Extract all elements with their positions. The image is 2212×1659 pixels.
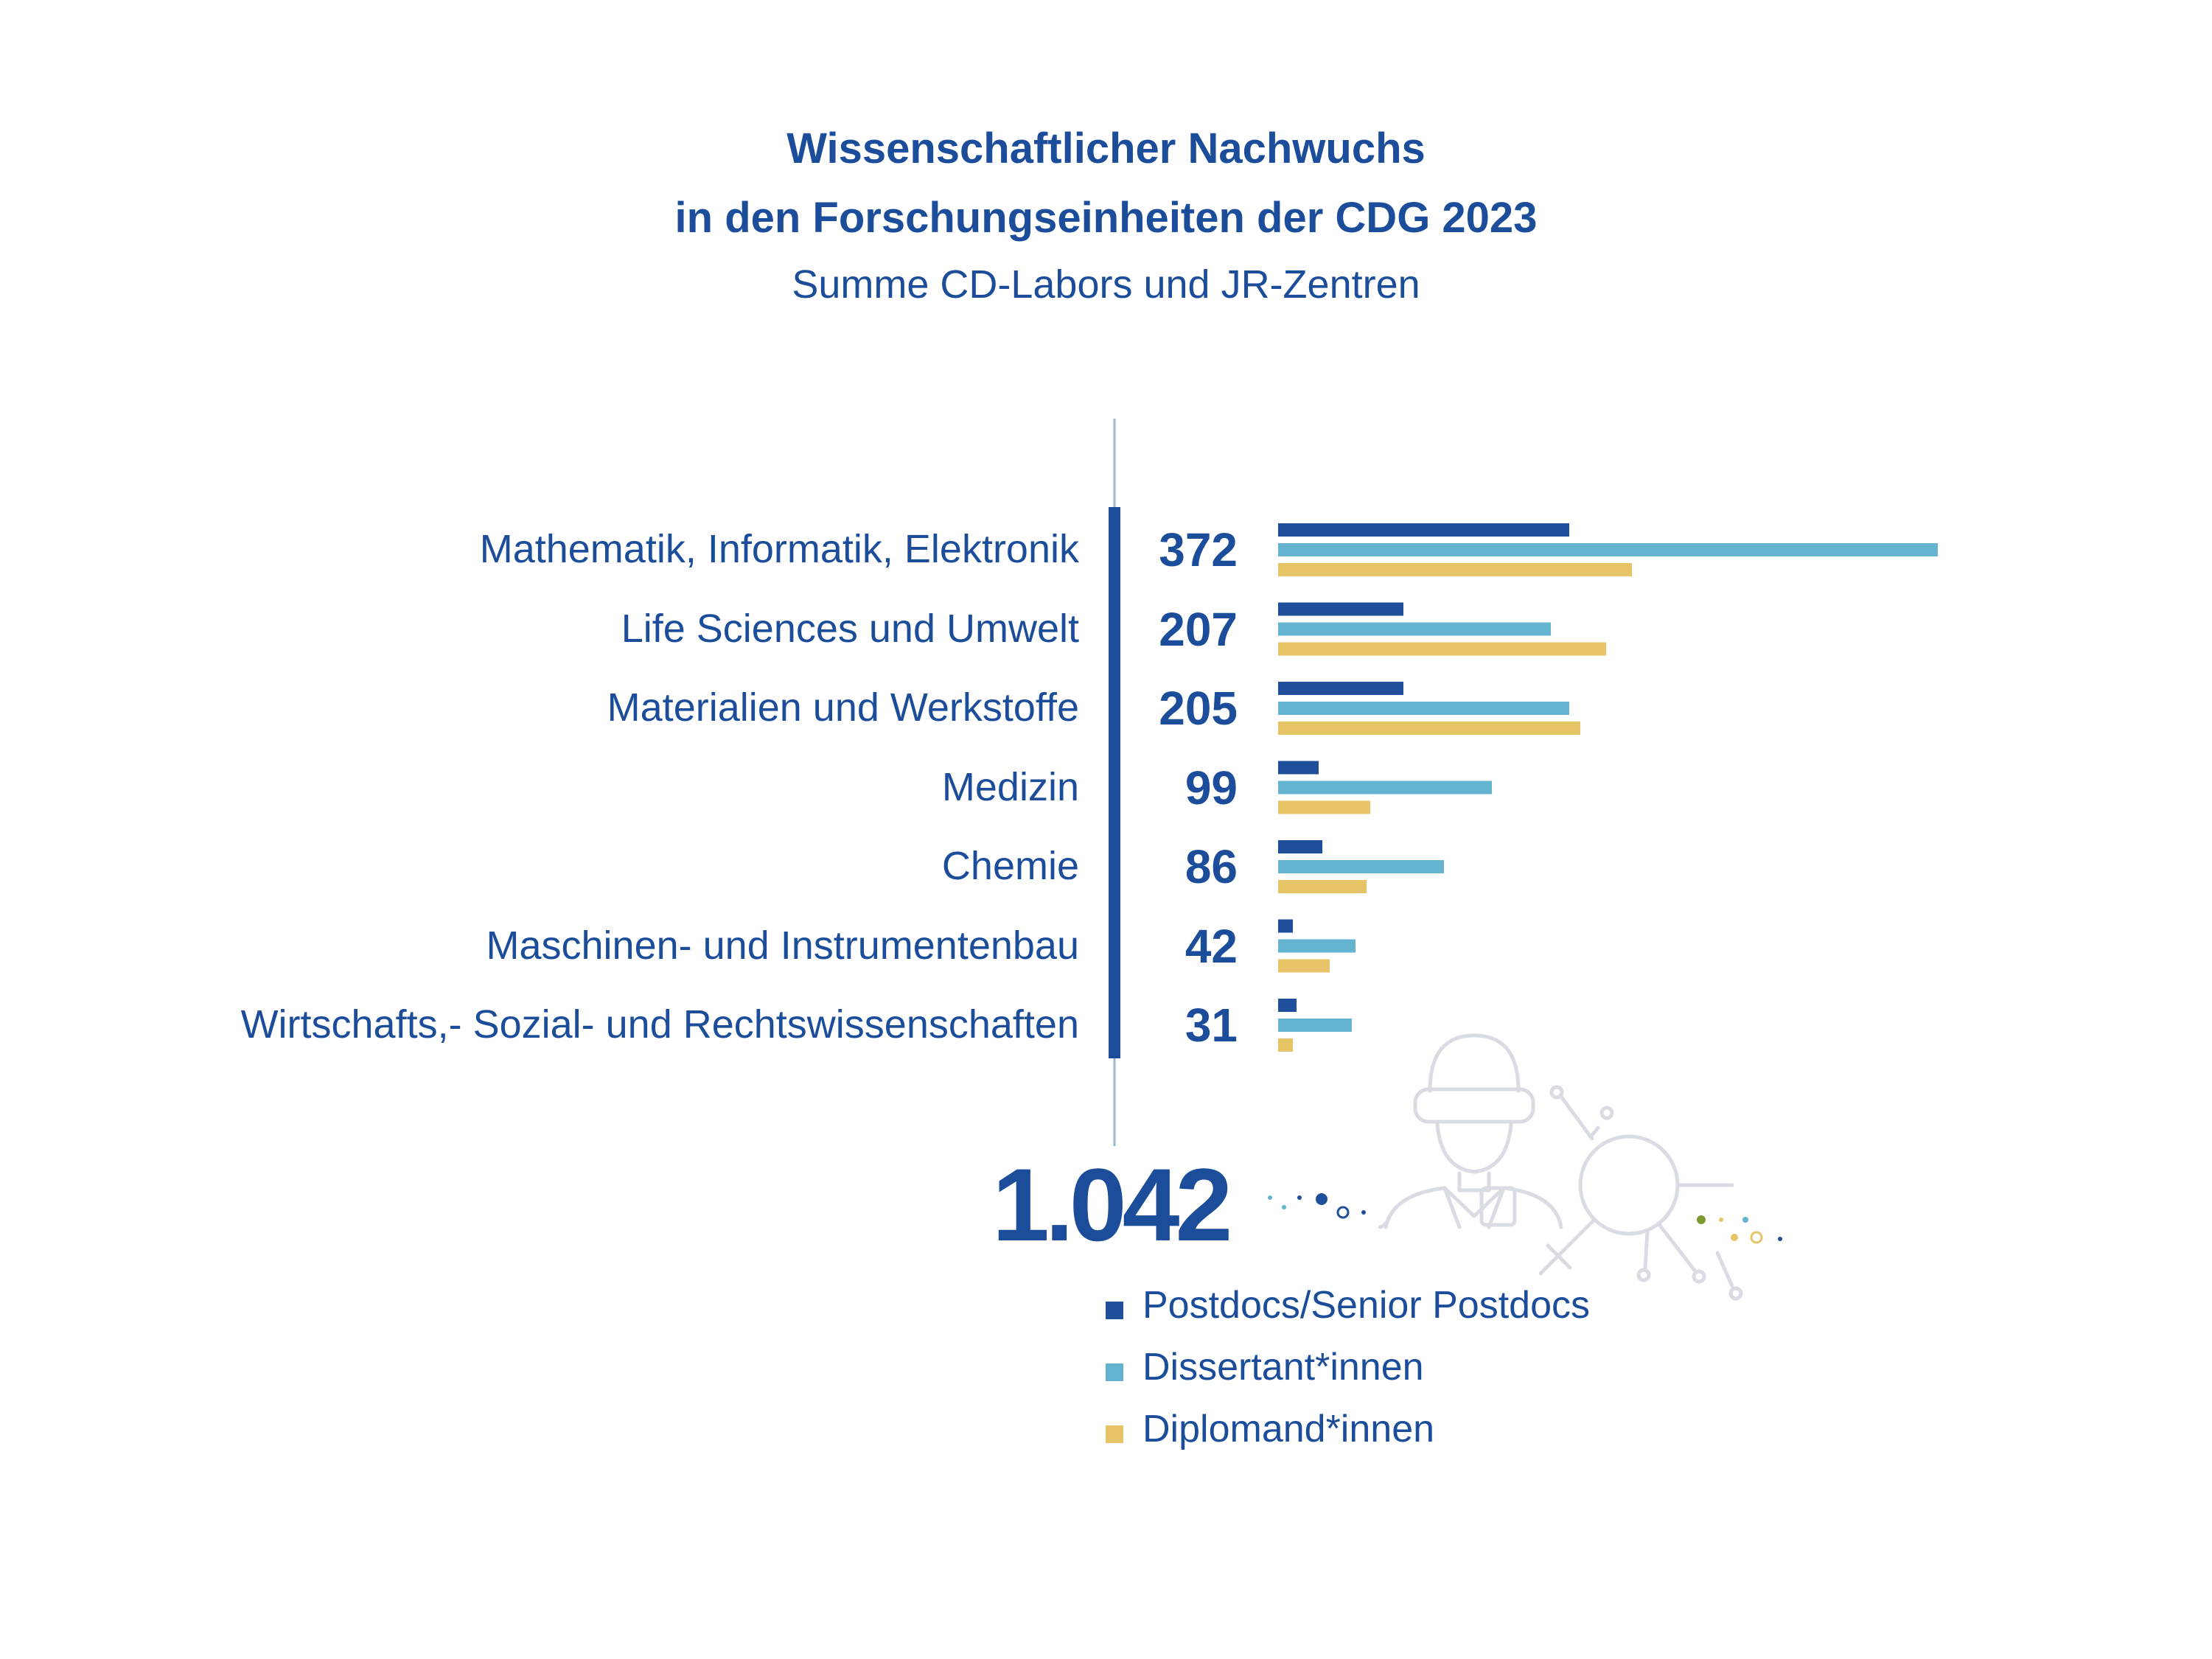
grand-total-value: 1.042 xyxy=(992,1147,1232,1262)
bar-postdocs-senior-postdocs-life-sciences-und-umwelt xyxy=(1278,602,1403,616)
legend-swatch-dissertant xyxy=(1106,1363,1123,1381)
category-label-maschinen-und-instrumentenbau: Maschinen- und Instrumentenbau xyxy=(486,923,1080,968)
bar-diplomand-innen-life-sciences-und-umwelt xyxy=(1278,642,1606,656)
category-total-wirtschafts-sozial-und-rechtswissenschaften: 31 xyxy=(1184,999,1238,1052)
bar-dissertant-innen-medizin xyxy=(1278,780,1492,794)
bar-dissertant-innen-life-sciences-und-umwelt xyxy=(1278,622,1551,636)
decorative-dots-icon xyxy=(1268,1193,1782,1244)
bar-postdocs-senior-postdocs-materialien-und-werkstoffe xyxy=(1278,682,1403,695)
bar-dissertant-innen-wirtschafts-sozial-und-rechtswissenschaften xyxy=(1278,1019,1352,1032)
category-label-wirtschafts-sozial-und-rechtswissenschaften: Wirtschafts,- Sozial- und Rechtswissensc… xyxy=(240,1002,1079,1047)
category-divider xyxy=(1109,507,1120,1058)
category-label-medizin: Medizin xyxy=(941,764,1079,809)
legend-swatch-postdocs xyxy=(1106,1302,1123,1319)
bar-diplomand-innen-materialien-und-werkstoffe xyxy=(1278,722,1580,735)
bar-postdocs-senior-postdocs-maschinen-und-instrumentenbau xyxy=(1278,919,1293,933)
scientist-illustration-icon xyxy=(1378,1033,1743,1301)
bar-dissertant-innen-chemie xyxy=(1278,860,1444,873)
bar-dissertant-innen-materialien-und-werkstoffe xyxy=(1278,702,1569,715)
bar-diplomand-innen-chemie xyxy=(1278,880,1367,893)
legend-label-postdocs: Postdocs/Senior Postdocs xyxy=(1142,1284,1590,1327)
category-label-mathematik-informatik-elektronik: Mathematik, Informatik, Elektronik xyxy=(479,527,1079,571)
bar-diplomand-innen-medizin xyxy=(1278,800,1370,814)
bar-diplomand-innen-mathematik-informatik-elektronik xyxy=(1278,563,1632,576)
bar-diplomand-innen-maschinen-und-instrumentenbau xyxy=(1278,959,1330,973)
bar-dissertant-innen-mathematik-informatik-elektronik xyxy=(1278,543,1938,556)
chart-title-line-2: in den Forschungseinheiten der CDG 2023 xyxy=(674,194,1538,242)
bar-postdocs-senior-postdocs-wirtschafts-sozial-und-rechtswissenschaften xyxy=(1278,999,1297,1012)
legend-label-dissertant: Dissertant*innen xyxy=(1142,1346,1424,1389)
category-label-life-sciences-und-umwelt: Life Sciences und Umwelt xyxy=(621,606,1079,651)
legend-swatch-diplomand xyxy=(1106,1425,1123,1443)
chart-subtitle: Summe CD-Labors und JR-Zentren xyxy=(792,262,1420,307)
bar-postdocs-senior-postdocs-chemie xyxy=(1278,840,1322,853)
category-total-materialien-und-werkstoffe: 205 xyxy=(1159,682,1238,735)
category-label-materialien-und-werkstoffe: Materialien und Werkstoffe xyxy=(607,685,1079,730)
category-total-chemie: 86 xyxy=(1184,840,1238,893)
chart-title-line-1: Wissenschaftlicher Nachwuchs xyxy=(786,125,1426,172)
category-total-life-sciences-und-umwelt: 207 xyxy=(1159,602,1238,656)
bar-diplomand-innen-wirtschafts-sozial-und-rechtswissenschaften xyxy=(1278,1038,1293,1052)
category-label-chemie: Chemie xyxy=(941,844,1079,888)
bar-postdocs-senior-postdocs-medizin xyxy=(1278,761,1319,775)
bar-dissertant-innen-maschinen-und-instrumentenbau xyxy=(1278,939,1356,953)
category-total-mathematik-informatik-elektronik: 372 xyxy=(1159,523,1238,576)
category-total-maschinen-und-instrumentenbau: 42 xyxy=(1184,919,1238,973)
legend-label-diplomand: Diplomand*innen xyxy=(1142,1408,1435,1450)
bar-postdocs-senior-postdocs-mathematik-informatik-elektronik xyxy=(1278,523,1569,537)
category-total-medizin: 99 xyxy=(1184,761,1238,814)
